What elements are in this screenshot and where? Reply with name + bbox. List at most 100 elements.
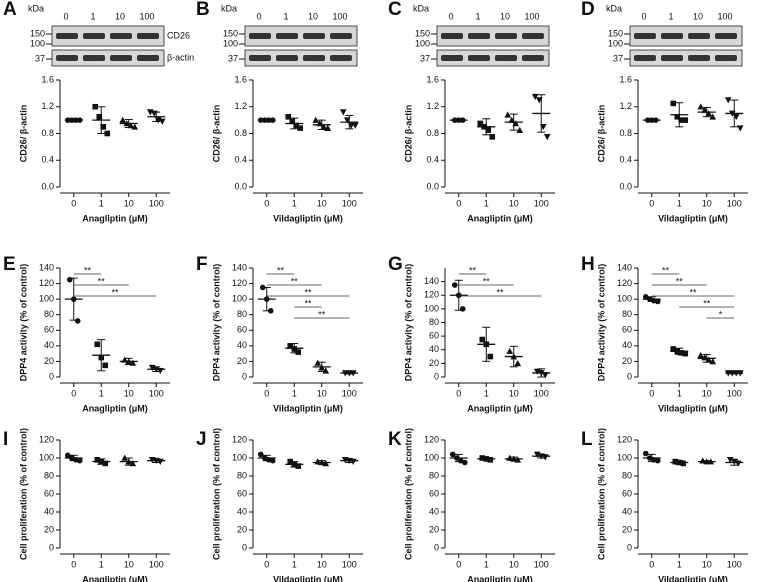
data-point — [543, 134, 551, 141]
y-tick-label: 100 — [232, 294, 247, 304]
lane-label: 10 — [500, 11, 510, 21]
y-tick-label: 1.2 — [41, 101, 54, 111]
data-point — [705, 110, 713, 117]
sig-label: ** — [98, 276, 106, 286]
y-tick-label: 1.2 — [234, 101, 247, 111]
data-point — [508, 116, 516, 123]
blot-band — [249, 55, 271, 61]
blot-band — [110, 55, 132, 61]
y-tick-label: 0.0 — [41, 181, 54, 191]
data-point — [92, 103, 99, 110]
y-tick-label: 0.0 — [234, 181, 247, 191]
x-tick-label: 1 — [484, 388, 489, 398]
data-point — [451, 117, 458, 123]
sig-label: ** — [662, 265, 670, 275]
x-tick-label: 10 — [124, 388, 134, 398]
y-tick-label: 0 — [627, 371, 632, 381]
x-tick-label: 0 — [649, 198, 654, 208]
y-tick-label: 0.8 — [619, 128, 632, 138]
blot-membrane — [629, 25, 743, 47]
marker-label: 150 — [30, 28, 45, 38]
sig-label: ** — [703, 298, 711, 308]
data-point — [129, 460, 137, 467]
y-tick-label: 0.8 — [234, 128, 247, 138]
x-tick-label: 10 — [317, 198, 327, 208]
blot-band — [688, 33, 710, 39]
data-point — [533, 451, 541, 458]
x-tick-label: 10 — [702, 198, 712, 208]
sig-label: ** — [483, 276, 491, 286]
data-point — [68, 117, 75, 123]
y-tick-label: 80 — [44, 470, 54, 480]
data-point — [269, 117, 276, 123]
blot-membrane — [436, 49, 550, 67]
panel-letter: I — [3, 429, 8, 450]
panel-letter: L — [581, 429, 593, 450]
data-point — [644, 117, 651, 123]
data-point — [339, 109, 347, 116]
data-point — [287, 343, 294, 349]
lane-label: 100 — [139, 11, 154, 21]
data-point — [293, 122, 300, 129]
data-point — [539, 124, 547, 131]
x-tick-label: 100 — [727, 198, 742, 208]
marker-label: 37 — [613, 53, 623, 63]
y-tick-label: 100 — [232, 452, 247, 462]
x-tick-label: 1 — [99, 388, 104, 398]
panel-letter: C — [388, 0, 402, 20]
data-point — [104, 130, 111, 137]
data-point — [100, 124, 107, 130]
blot-band — [303, 33, 325, 39]
y-tick-label: 140 — [424, 276, 439, 286]
x-tick-label: 10 — [509, 559, 519, 569]
data-point — [699, 457, 707, 464]
data-point — [150, 110, 158, 117]
panel-letter: K — [388, 429, 402, 450]
y-tick-label: 120 — [232, 434, 247, 444]
data-point — [102, 362, 109, 369]
data-point — [678, 117, 685, 123]
lane-label: 1 — [90, 11, 95, 21]
data-point — [96, 113, 103, 120]
y-tick-label: 20 — [237, 524, 247, 534]
x-tick-label: 0 — [456, 559, 461, 569]
data-point — [455, 292, 462, 299]
data-point — [459, 306, 466, 312]
data-point — [261, 117, 268, 123]
y-axis-label: CD26/ β-actin — [403, 105, 413, 163]
data-point — [654, 457, 661, 464]
sig-label: ** — [111, 287, 119, 297]
y-tick-label: 40 — [429, 344, 439, 354]
data-point — [291, 346, 298, 352]
data-point — [257, 451, 264, 458]
sig-label: ** — [469, 265, 477, 275]
data-point — [531, 93, 539, 101]
data-point — [680, 460, 687, 467]
panel-letter: E — [3, 254, 16, 275]
y-tick-label: 0.0 — [619, 181, 632, 191]
data-point — [123, 120, 131, 127]
data-point — [481, 124, 488, 130]
x-axis-label: Anagliptin (μM) — [82, 213, 148, 223]
data-point — [674, 348, 681, 355]
y-tick-label: 120 — [232, 278, 247, 288]
y-tick-label: 20 — [622, 356, 632, 366]
y-tick-label: 40 — [237, 506, 247, 516]
x-tick-label: 1 — [292, 198, 297, 208]
x-tick-label: 1 — [677, 198, 682, 208]
blot-band — [441, 55, 463, 61]
x-tick-label: 0 — [264, 198, 269, 208]
y-tick-label: 20 — [44, 524, 54, 534]
y-tick-label: 0 — [49, 542, 54, 552]
sig-label: ** — [496, 287, 504, 297]
data-point — [121, 454, 129, 461]
y-tick-label: 60 — [44, 488, 54, 498]
panel-letter: J — [196, 429, 207, 450]
y-axis-label: Cell proliferation (% of control) — [403, 428, 413, 560]
y-tick-label: 140 — [39, 262, 54, 272]
data-point — [269, 457, 276, 464]
blot-band — [276, 33, 298, 39]
blot-band — [661, 33, 683, 39]
data-point — [732, 113, 740, 121]
